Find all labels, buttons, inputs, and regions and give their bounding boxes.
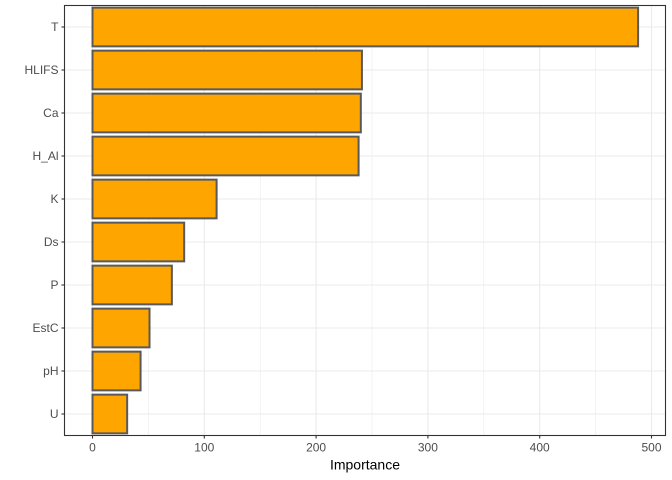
y-tick-label: HLIFS bbox=[24, 63, 58, 77]
bar-T bbox=[91, 6, 640, 48]
x-tick-label: 100 bbox=[194, 441, 214, 455]
y-axis: T HLIFS Ca H_Al K Ds P EstC pH U bbox=[24, 20, 65, 421]
y-tick-label: P bbox=[50, 278, 58, 292]
x-tick-label: 400 bbox=[530, 441, 550, 455]
x-axis-title: Importance bbox=[330, 457, 400, 473]
y-tick-label: Ca bbox=[43, 106, 59, 120]
bars bbox=[91, 6, 640, 435]
bar-EstC bbox=[91, 307, 151, 349]
bar-pH bbox=[91, 350, 142, 392]
bar-Ca bbox=[91, 92, 362, 134]
y-tick-label: K bbox=[50, 192, 58, 206]
y-tick-label: T bbox=[51, 20, 59, 34]
x-axis: 0 100 200 300 400 500 bbox=[89, 435, 662, 455]
bar-HLIFS bbox=[91, 49, 363, 91]
y-tick-label: EstC bbox=[32, 321, 58, 335]
y-tick-label: Ds bbox=[44, 235, 59, 249]
bar-Ds bbox=[91, 221, 186, 263]
bar-H_Al bbox=[91, 135, 360, 177]
x-tick-label: 500 bbox=[641, 441, 661, 455]
y-tick-label: pH bbox=[43, 364, 58, 378]
bar-U bbox=[91, 393, 129, 435]
x-tick-label: 300 bbox=[418, 441, 438, 455]
y-tick-label: U bbox=[50, 407, 59, 421]
bar-K bbox=[91, 178, 218, 220]
bar-P bbox=[91, 264, 173, 306]
panel-border bbox=[63, 4, 667, 437]
x-tick-label: 200 bbox=[306, 441, 326, 455]
x-tick-label: 0 bbox=[89, 441, 96, 455]
y-tick-label: H_Al bbox=[32, 149, 58, 163]
